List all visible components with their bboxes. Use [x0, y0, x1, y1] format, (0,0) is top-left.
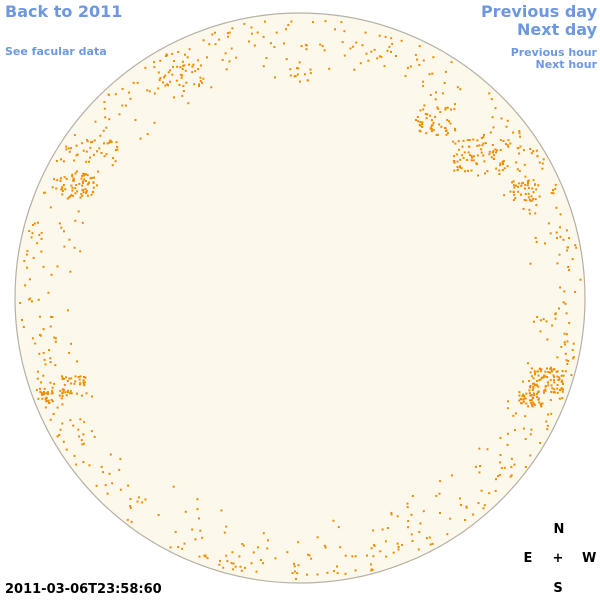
compass-center-icon: +: [552, 551, 564, 566]
solar-disk: [14, 12, 586, 584]
see-facular-data-link[interactable]: See facular data: [5, 45, 107, 58]
next-day-link[interactable]: Next day: [517, 20, 597, 39]
back-to-year-link[interactable]: Back to 2011: [5, 2, 123, 21]
compass-east-label: E: [523, 551, 533, 566]
compass-north-label: N: [553, 522, 565, 537]
previous-day-link[interactable]: Previous day: [480, 2, 597, 21]
compass-south-label: S: [553, 581, 563, 596]
observation-timestamp: 2011-03-06T23:58:60: [5, 582, 162, 597]
compass-west-label: W: [582, 551, 597, 566]
next-hour-link[interactable]: Next hour: [535, 58, 598, 71]
previous-hour-link[interactable]: Previous hour: [510, 46, 597, 59]
faculae-layer: [19, 20, 582, 580]
